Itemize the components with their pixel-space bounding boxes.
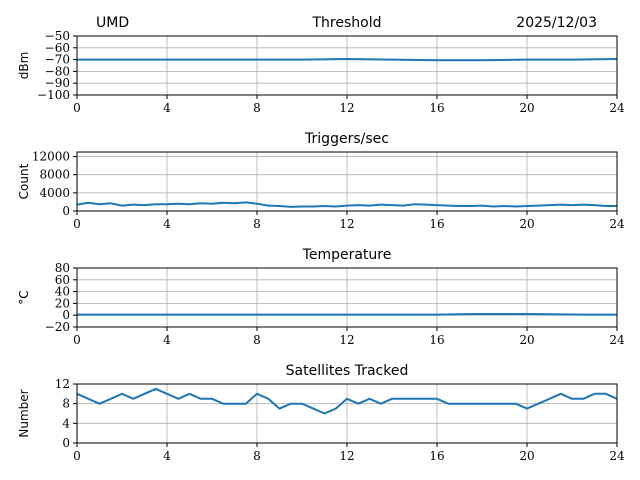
triggers-title: Triggers/sec (304, 131, 389, 147)
triggers-x-tick-label: 8 (253, 217, 261, 231)
satellites-y-tick-label: 4 (62, 416, 70, 430)
triggers-y-label: Count (17, 163, 31, 199)
triggers-x-tick-label: 4 (163, 217, 171, 231)
threshold-y-tick-label: −50 (45, 29, 70, 43)
triggers-x-tick-label: 16 (429, 217, 444, 231)
temperature-y-tick-label: 20 (55, 296, 70, 310)
temperature-x-tick-label: 16 (429, 333, 444, 347)
satellites-y-tick-label: 12 (55, 377, 70, 391)
temperature-y-tick-label: 60 (55, 273, 70, 287)
threshold-panel: 0 4 8 12 16 20 24 −100−90−80−70−60−50 Threshold d… (17, 15, 625, 115)
satellites-title: Satellites Tracked (286, 363, 409, 379)
triggers-panel: 0 4 8 12 16 20 24 0 4000 8000 12000 Triggers/sec Cou… (17, 131, 625, 231)
triggers-y-tick-label: 12000 (32, 150, 70, 164)
temperature-x-tick-label: 8 (253, 333, 261, 347)
threshold-x-tick-label: 24 (609, 101, 625, 115)
threshold-y-tick-label: −80 (45, 64, 70, 78)
satellites-x-tick-label: 8 (253, 449, 261, 463)
temperature-x-tick-label: 12 (339, 333, 354, 347)
satellites-x-tick-label: 4 (163, 449, 171, 463)
satellites-x-tick-label: 16 (429, 449, 444, 463)
temperature-series-line (77, 313, 617, 316)
threshold-y-tick-label: −70 (45, 53, 70, 67)
satellites-panel: 0 4 8 12 16 20 24 0 4 8 12 Satellites Tracked Number (17, 363, 625, 463)
temperature-title: Temperature (302, 247, 392, 263)
threshold-x-tick-label: 20 (519, 101, 534, 115)
satellites-y-label: Number (17, 389, 31, 437)
triggers-y-tick-label: 0 (62, 204, 70, 218)
triggers-series-line (76, 201, 617, 208)
threshold-x-tick-label: 12 (339, 101, 354, 115)
triggers-y-tick-label: 8000 (39, 168, 70, 182)
threshold-x-tick-label: 0 (73, 101, 81, 115)
temperature-y-tick-label: 40 (55, 285, 70, 299)
threshold-series-line (77, 58, 618, 62)
threshold-x-tick-label: 4 (163, 101, 171, 115)
temperature-x-tick-label: 24 (609, 333, 625, 347)
threshold-title: Threshold (312, 15, 382, 31)
triggers-x-tick-label: 20 (519, 217, 534, 231)
satellites-x-tick-label: 12 (339, 449, 354, 463)
date-label: 2025/12/03 (516, 15, 597, 31)
temperature-x-tick-label: 0 (73, 333, 81, 347)
triggers-y-tick-label: 4000 (39, 186, 70, 200)
satellites-x-tick-label: 0 (73, 449, 81, 463)
site-label: UMD (96, 15, 129, 31)
threshold-y-tick-label: −60 (45, 41, 70, 55)
threshold-y-tick-label: −90 (45, 76, 70, 90)
threshold-x-tick-label: 16 (429, 101, 444, 115)
satellites-series-line (76, 387, 618, 415)
threshold-y-tick-label: −100 (37, 88, 70, 102)
temperature-y-label: °C (17, 290, 31, 304)
threshold-y-label: dBm (17, 52, 31, 80)
temperature-y-tick-label: 0 (62, 308, 70, 322)
threshold-x-tick-label: 8 (253, 101, 261, 115)
temperature-x-tick-label: 20 (519, 333, 534, 347)
temperature-y-tick-label: 80 (55, 261, 70, 275)
temperature-y-tick-label: −20 (45, 320, 70, 334)
triggers-x-tick-label: 24 (609, 217, 625, 231)
satellites-y-tick-label: 8 (62, 397, 70, 411)
satellites-x-tick-label: 24 (609, 449, 625, 463)
satellites-x-tick-label: 20 (519, 449, 534, 463)
temperature-x-tick-label: 4 (163, 333, 171, 347)
satellites-y-tick-label: 0 (62, 436, 70, 450)
triggers-x-tick-label: 12 (339, 217, 354, 231)
triggers-x-tick-label: 0 (73, 217, 81, 231)
